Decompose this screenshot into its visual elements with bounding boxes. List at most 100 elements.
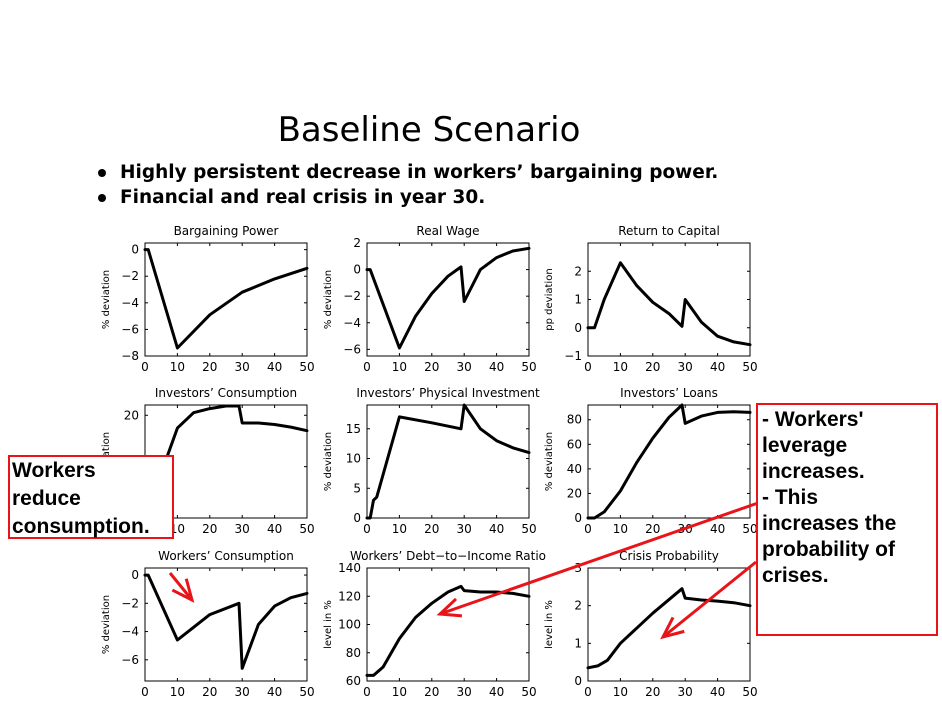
y-axis-label: % deviation xyxy=(323,432,334,491)
x-tick-label: 0 xyxy=(363,522,371,536)
y-tick-label: 2 xyxy=(574,599,582,613)
y-axis-label: % deviation xyxy=(323,270,334,329)
y-tick-label: 60 xyxy=(567,437,582,451)
bullet-list: Highly persistent decrease in workers’ b… xyxy=(92,160,718,210)
x-tick-label: 0 xyxy=(363,685,371,699)
annotation-arrow xyxy=(660,560,757,640)
x-tick-label: 50 xyxy=(521,360,536,374)
callout-line: consumption. xyxy=(12,515,150,538)
x-tick-label: 0 xyxy=(141,360,149,374)
callout-line: crises. xyxy=(762,564,829,587)
y-tick-label: 40 xyxy=(567,462,582,476)
x-tick-label: 30 xyxy=(678,360,693,374)
x-tick-label: 10 xyxy=(613,685,628,699)
series-line xyxy=(365,403,531,520)
chart-title: Workers’ Debt−to−Income Ratio xyxy=(350,549,546,563)
y-tick-label: 100 xyxy=(338,618,361,632)
y-tick-label: 3 xyxy=(574,561,582,575)
bullet-icon xyxy=(98,194,106,202)
x-tick-label: 40 xyxy=(267,522,282,536)
y-tick-label: 15 xyxy=(346,422,361,436)
chart-title: Return to Capital xyxy=(618,224,720,238)
bullet-item: Financial and real crisis in year 30. xyxy=(92,185,718,210)
x-tick-label: 30 xyxy=(457,522,472,536)
y-tick-label: 0 xyxy=(131,243,139,257)
x-tick-label: 50 xyxy=(299,522,314,536)
x-tick-label: 50 xyxy=(742,685,757,699)
chart-panel: 0102030405020100Investors’ Consumption% … xyxy=(101,386,315,536)
x-tick-label: 10 xyxy=(392,685,407,699)
x-tick-label: 40 xyxy=(267,360,282,374)
y-axis-label: level in % xyxy=(544,600,555,649)
chart-title: Bargaining Power xyxy=(174,224,279,238)
x-tick-label: 40 xyxy=(489,685,504,699)
y-tick-label: 10 xyxy=(346,452,361,466)
y-tick-label: 0 xyxy=(574,511,582,525)
callout-workers-consumption: Workers reduce consumption. xyxy=(8,455,174,539)
x-tick-label: 20 xyxy=(424,360,439,374)
plot-frame xyxy=(587,567,751,682)
x-tick-label: 10 xyxy=(613,522,628,536)
y-tick-label: −4 xyxy=(343,316,361,330)
callout-line: - This xyxy=(762,486,818,509)
x-tick-label: 0 xyxy=(584,685,592,699)
x-tick-label: 0 xyxy=(584,522,592,536)
callout-line: - Workers' xyxy=(762,408,864,431)
arrow-shaft xyxy=(662,560,757,639)
chart-panel: 0 10 20 30 40 50 0 −2 −4 −6 −8 Bargaining Power % de… xyxy=(101,224,315,374)
x-tick-label: 0 xyxy=(141,685,149,699)
chart-title: Crisis Probability xyxy=(619,549,719,563)
series-line xyxy=(143,573,309,670)
y-tick-label: 20 xyxy=(124,408,139,422)
x-tick-label: 20 xyxy=(424,685,439,699)
y-tick-label: 0 xyxy=(353,263,361,277)
y-axis-label: % deviation xyxy=(101,270,112,329)
series-line xyxy=(586,587,752,670)
x-tick-label: 40 xyxy=(710,360,725,374)
y-tick-label: 0 xyxy=(574,674,582,688)
series-line xyxy=(143,404,309,520)
y-axis-label: % deviation xyxy=(544,432,555,491)
y-axis-label: pp deviation xyxy=(544,268,555,330)
x-tick-label: 20 xyxy=(424,522,439,536)
y-tick-label: 120 xyxy=(338,589,361,603)
chart-title: Investors’ Consumption xyxy=(155,386,297,400)
x-tick-label: 0 xyxy=(584,360,592,374)
callout-line: increases the xyxy=(762,512,897,535)
y-tick-label: −8 xyxy=(121,349,139,363)
y-tick-label: 20 xyxy=(567,486,582,500)
y-tick-label: 1 xyxy=(574,636,582,650)
x-tick-label: 40 xyxy=(710,685,725,699)
x-tick-label: 40 xyxy=(489,360,504,374)
y-tick-label: 80 xyxy=(346,646,361,660)
x-tick-label: 50 xyxy=(742,360,757,374)
plot-frame xyxy=(144,242,308,357)
x-tick-label: 50 xyxy=(299,360,314,374)
y-axis-label: level in % xyxy=(323,600,334,649)
y-tick-label: −6 xyxy=(121,653,139,667)
y-tick-label: 2 xyxy=(353,236,361,250)
x-tick-label: 10 xyxy=(392,360,407,374)
chart-title: Workers’ Consumption xyxy=(158,549,294,563)
arrow-shaft xyxy=(168,572,194,601)
x-tick-label: 50 xyxy=(742,522,757,536)
y-axis-label: % deviation xyxy=(101,595,112,654)
plot-frame xyxy=(144,567,308,682)
x-tick-label: 30 xyxy=(457,360,472,374)
x-tick-label: 30 xyxy=(235,522,250,536)
x-tick-label: 20 xyxy=(645,685,660,699)
bullet-text: Financial and real crisis in year 30. xyxy=(120,187,486,208)
bullet-item: Highly persistent decrease in workers’ b… xyxy=(92,160,718,185)
arrow-head xyxy=(660,616,685,640)
series-line xyxy=(365,584,531,677)
series-line xyxy=(586,403,752,520)
y-tick-label: −2 xyxy=(121,596,139,610)
x-tick-label: 30 xyxy=(678,685,693,699)
y-tick-label: −1 xyxy=(564,349,582,363)
x-tick-label: 10 xyxy=(613,360,628,374)
annotation-arrow xyxy=(436,501,759,618)
